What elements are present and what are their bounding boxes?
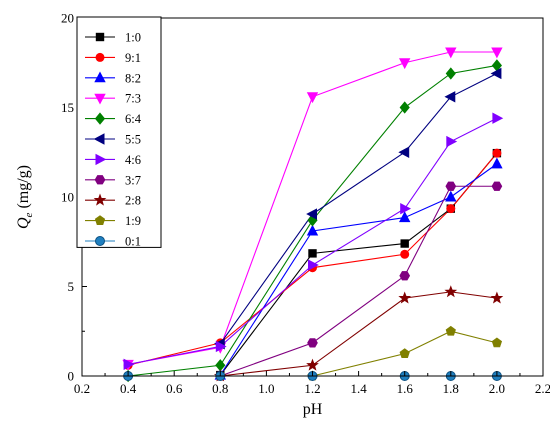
data-point — [444, 285, 458, 298]
series-line — [127, 152, 498, 366]
series-line — [127, 117, 498, 365]
series-line — [128, 64, 497, 377]
series-line — [312, 330, 498, 377]
legend-label: 6:4 — [125, 112, 142, 126]
data-point — [400, 202, 412, 215]
data-point — [445, 67, 456, 80]
data-point — [306, 224, 319, 236]
data-point — [491, 181, 503, 191]
series-line — [128, 51, 497, 365]
x-tick-label: 2.2 — [535, 381, 550, 396]
x-tick-label: 0.4 — [120, 381, 137, 396]
data-point — [491, 157, 503, 169]
data-point — [306, 92, 319, 104]
data-point — [306, 358, 319, 371]
data-point — [399, 348, 410, 358]
y-axis-title-unit: (mg/g) — [15, 165, 32, 213]
legend-label: 5:5 — [125, 133, 141, 147]
data-point — [398, 291, 412, 304]
data-point — [492, 112, 504, 124]
data-point — [399, 58, 411, 70]
legend-marker — [94, 71, 106, 83]
legend-label: 3:7 — [125, 173, 141, 187]
legend-marker — [94, 175, 106, 185]
y-axis-title: Qe (mg/g) — [15, 165, 35, 229]
legend-marker — [94, 112, 106, 125]
legend-box — [76, 16, 162, 248]
x-tick-label: 0.8 — [212, 381, 228, 396]
x-tick-label: 1.4 — [350, 381, 367, 396]
x-axis-title: pH — [303, 401, 323, 418]
legend-marker — [93, 193, 107, 206]
data-point — [492, 148, 502, 158]
y-axis-title-symbol: Q — [15, 217, 32, 229]
x-tick-label: 2.0 — [489, 381, 505, 396]
data-point — [446, 135, 458, 148]
axis-tick-labels: 0.2 0.4 0.6 0.8 1.0 1.2 1.4 1.6 1.8 2.0 2.2 0 5 10 15 2… — [61, 11, 550, 397]
y-tick-label: 20 — [61, 11, 74, 26]
data-point — [307, 259, 319, 271]
data-point — [307, 338, 318, 348]
legend-label: 9:1 — [125, 51, 141, 65]
legend-label: 8:2 — [125, 71, 141, 85]
data-point — [306, 208, 318, 220]
data-point — [446, 204, 456, 214]
legend-marker — [95, 236, 105, 246]
data-point — [308, 249, 317, 258]
y-tick-label: 10 — [61, 190, 74, 205]
data-point — [445, 47, 457, 59]
legend-marker — [94, 93, 106, 105]
legend-label: 0:1 — [125, 235, 141, 249]
legend-label: 1:0 — [125, 31, 141, 45]
x-tick-label: 1.8 — [443, 381, 459, 396]
data-point — [445, 190, 457, 202]
legend-label: 2:8 — [125, 194, 141, 208]
legend-label: 7:3 — [125, 92, 141, 106]
data-point — [491, 337, 503, 348]
y-tick-label: 15 — [61, 100, 74, 115]
x-tick-label: 0.2 — [74, 381, 90, 396]
x-tick-label: 1.2 — [304, 381, 320, 396]
x-tick-label: 0.6 — [166, 381, 183, 396]
data-point — [398, 146, 410, 158]
data-point — [215, 340, 227, 353]
y-tick-label: 0 — [68, 369, 75, 384]
legend-marker — [94, 215, 106, 225]
y-axis-title-subscript: e — [23, 212, 35, 217]
data-point — [490, 67, 502, 80]
data-point — [400, 249, 410, 259]
data-point — [444, 91, 456, 103]
legend-marker — [95, 52, 105, 62]
data-point — [445, 325, 456, 336]
data-point — [490, 291, 504, 304]
legend-marker — [93, 133, 105, 145]
legend-marker — [95, 32, 105, 42]
data-point — [123, 358, 135, 371]
legend-marker — [95, 153, 107, 166]
data-point — [445, 181, 457, 191]
legend-label: 1:9 — [125, 214, 141, 228]
legend-label: 4:6 — [125, 153, 141, 167]
data-point — [399, 211, 411, 223]
x-tick-label: 1.0 — [258, 381, 274, 396]
data-point — [399, 101, 410, 114]
y-tick-label: 5 — [68, 279, 75, 294]
data-point — [491, 47, 503, 59]
legend: 1:0 9:1 8:2 7:3 6:4 5:5 4:6 3:7 2:8 1:9 0:1 — [76, 16, 162, 249]
data-point — [399, 271, 411, 281]
data-point — [400, 239, 409, 248]
x-tick-label: 1.6 — [397, 381, 414, 396]
